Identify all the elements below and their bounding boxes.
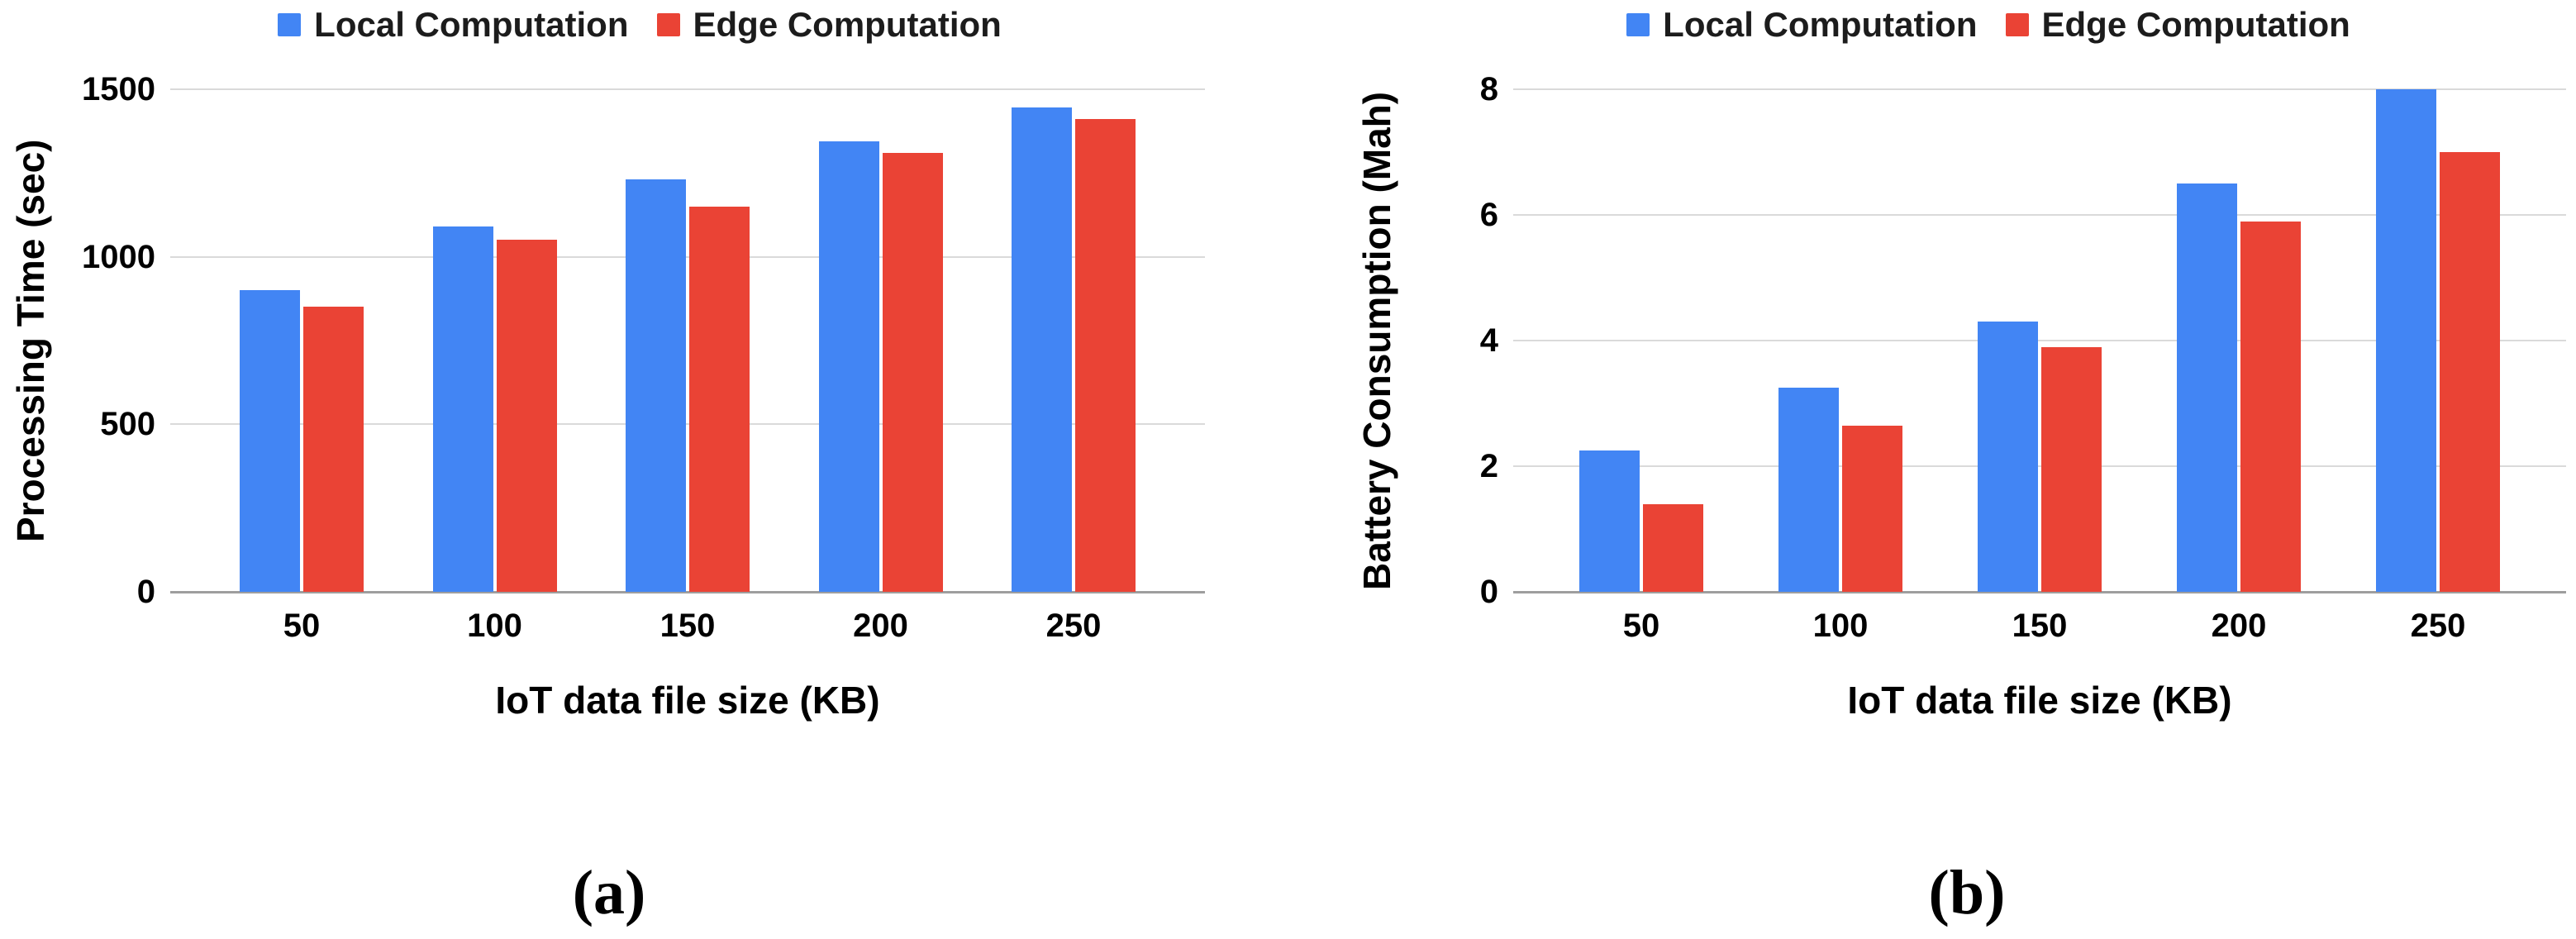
bar-edge-250 bbox=[1075, 119, 1136, 592]
bar-edge-200 bbox=[2240, 221, 2301, 592]
edge-legend-swatch-icon bbox=[656, 13, 680, 36]
bar-local-100 bbox=[432, 226, 493, 592]
legend: Local Computation Edge Computation bbox=[74, 5, 1205, 45]
legend-item-local: Local Computation bbox=[1626, 5, 1978, 45]
gridline-2 bbox=[1513, 465, 2566, 467]
chart-panel-b: Local Computation Edge Computation Batter… bbox=[1287, 0, 2576, 939]
bar-group-100 bbox=[1778, 89, 1902, 592]
x-tick-label-250: 250 bbox=[2410, 608, 2466, 644]
y-tick-label-500: 500 bbox=[100, 406, 155, 443]
chart-panel-a: Local Computation Edge Computation Proces… bbox=[0, 0, 1287, 939]
bar-edge-150 bbox=[689, 206, 750, 592]
x-axis-baseline bbox=[170, 591, 1205, 593]
x-tick-label-200: 200 bbox=[2211, 608, 2267, 644]
legend: Local Computation Edge Computation bbox=[1411, 5, 2566, 45]
gridline-1500 bbox=[170, 88, 1205, 90]
gridline-4 bbox=[1513, 340, 2566, 341]
gridline-6 bbox=[1513, 214, 2566, 216]
bar-local-200 bbox=[2177, 184, 2237, 592]
local-legend-swatch-icon bbox=[278, 13, 302, 36]
bar-edge-50 bbox=[303, 307, 364, 592]
legend-label: Local Computation bbox=[1663, 5, 1978, 44]
legend-item-edge: Edge Computation bbox=[656, 5, 1002, 45]
x-axis-ticks: 50 100 150 200 250 bbox=[0, 605, 1287, 646]
bar-local-100 bbox=[1778, 388, 1839, 592]
legend-item-edge: Edge Computation bbox=[2005, 5, 2350, 45]
x-tick-label-50: 50 bbox=[283, 608, 321, 644]
bar-local-50 bbox=[1579, 450, 1640, 592]
bar-group-150 bbox=[1978, 89, 2102, 592]
x-tick-label-150: 150 bbox=[659, 608, 716, 644]
legend-label: Local Computation bbox=[314, 5, 629, 44]
y-tick-label-2: 2 bbox=[1479, 448, 1498, 484]
legend-label: Edge Computation bbox=[2041, 5, 2350, 44]
y-tick-label-1500: 1500 bbox=[82, 71, 155, 107]
y-tick-label-1000: 1000 bbox=[82, 238, 155, 275]
bar-local-200 bbox=[818, 141, 879, 592]
x-tick-label-250: 250 bbox=[1045, 608, 1102, 644]
bar-group-100 bbox=[432, 89, 557, 592]
bar-edge-100 bbox=[496, 240, 557, 592]
bar-group-200 bbox=[818, 89, 943, 592]
bar-group-200 bbox=[2177, 89, 2301, 592]
subfigure-caption-a: (a) bbox=[572, 858, 646, 927]
x-tick-label-100: 100 bbox=[1812, 608, 1869, 644]
bar-local-50 bbox=[240, 290, 300, 592]
bar-local-150 bbox=[626, 179, 686, 592]
local-legend-swatch-icon bbox=[1626, 13, 1650, 36]
plot-area bbox=[170, 88, 1205, 593]
x-axis-title: IoT data file size (KB) bbox=[495, 679, 880, 722]
y-tick-label-0: 0 bbox=[1479, 574, 1498, 610]
bar-group-150 bbox=[626, 89, 750, 592]
bar-edge-100 bbox=[1842, 425, 1902, 592]
x-tick-label-200: 200 bbox=[853, 608, 908, 644]
x-axis-baseline bbox=[1513, 591, 2566, 593]
legend-item-local: Local Computation bbox=[278, 5, 629, 45]
bar-edge-250 bbox=[2440, 152, 2500, 592]
bar-local-250 bbox=[1012, 107, 1072, 592]
bar-group-50 bbox=[1579, 89, 1703, 592]
bar-local-150 bbox=[1978, 322, 2038, 592]
x-tick-label-150: 150 bbox=[2012, 608, 2068, 644]
subfigure-caption-b: (b) bbox=[1928, 858, 2006, 927]
y-tick-label-8: 8 bbox=[1479, 71, 1498, 107]
bar-edge-50 bbox=[1643, 503, 1703, 592]
gridline-8 bbox=[1513, 88, 2566, 90]
bar-local-250 bbox=[2376, 89, 2436, 592]
edge-legend-swatch-icon bbox=[2005, 13, 2029, 36]
x-tick-label-50: 50 bbox=[1622, 608, 1660, 644]
bar-group-250 bbox=[2376, 89, 2500, 592]
bar-edge-200 bbox=[882, 153, 943, 592]
bar-edge-150 bbox=[2041, 346, 2102, 592]
y-tick-label-4: 4 bbox=[1479, 322, 1498, 359]
y-tick-label-6: 6 bbox=[1479, 197, 1498, 233]
x-axis-title: IoT data file size (KB) bbox=[1847, 679, 2232, 722]
y-tick-label-0: 0 bbox=[136, 574, 155, 610]
bar-group-50 bbox=[240, 89, 364, 592]
plot-area bbox=[1513, 88, 2566, 593]
gridline-1000 bbox=[170, 255, 1205, 258]
x-axis-ticks: 50 100 150 200 250 bbox=[1287, 605, 2576, 646]
y-axis-title: Processing Time (sec) bbox=[9, 139, 52, 542]
gridline-500 bbox=[170, 423, 1205, 426]
bar-group-250 bbox=[1012, 89, 1136, 592]
legend-label: Edge Computation bbox=[693, 5, 1002, 44]
x-tick-label-100: 100 bbox=[467, 608, 522, 644]
